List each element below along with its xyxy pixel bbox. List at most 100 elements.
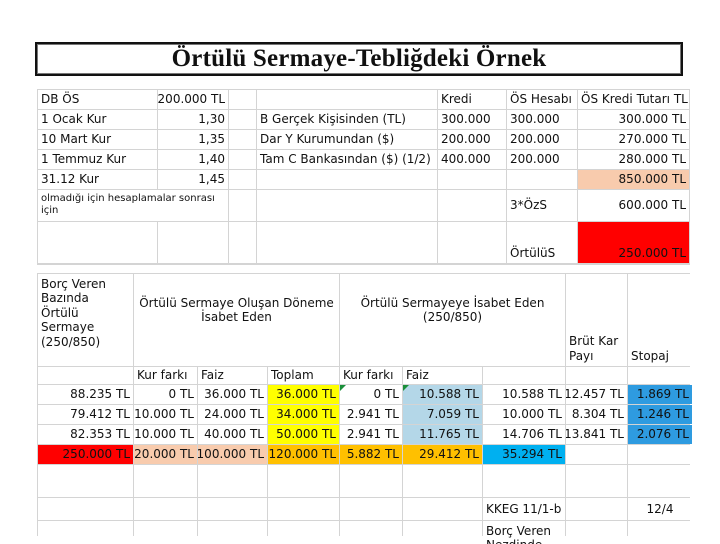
cell <box>403 498 482 520</box>
cell: 31.12 Kur <box>38 170 157 189</box>
cell: ÖS Kredi Tutarı TL <box>578 90 689 109</box>
table-cell: 10.588 TL <box>403 385 482 404</box>
cell <box>38 367 133 384</box>
cell <box>257 222 437 263</box>
cell <box>566 445 627 464</box>
table-cell: 11.765 TL <box>403 425 482 444</box>
slide-title: Örtülü Sermaye-Tebliğdeki Örnek <box>171 45 547 72</box>
cell <box>566 498 627 520</box>
table-cell: 24.000 TL <box>198 405 267 424</box>
cell: 300.000 <box>438 110 506 129</box>
table-cell: 14.706 TL <box>483 425 565 444</box>
cell <box>198 498 267 520</box>
cell <box>628 367 692 384</box>
cell: 10 Mart Kur <box>38 130 157 149</box>
cell <box>38 521 133 544</box>
table-cell: 34.000 TL <box>268 405 339 424</box>
cell <box>438 222 506 263</box>
cell <box>229 90 256 109</box>
cell <box>134 498 197 520</box>
subheader-toplam: Toplam <box>268 367 339 384</box>
borc-veren-nezdinde-label: Borç Veren Nezdinde <box>483 521 565 544</box>
total-cell: 5.882 TL <box>340 445 402 464</box>
cell <box>268 521 339 544</box>
cell <box>38 222 157 263</box>
cell: 280.000 TL <box>578 150 689 169</box>
cell <box>229 150 256 169</box>
cell: Dar Y Kurumundan ($) <box>257 130 437 149</box>
table-cell: 8.304 TL <box>566 405 627 424</box>
cell <box>628 521 692 544</box>
cell <box>229 130 256 149</box>
cell: 270.000 TL <box>578 130 689 149</box>
table-cell: 7.059 TL <box>403 405 482 424</box>
table-cell: 10.588 TL <box>483 385 565 404</box>
table-cell: 36.000 TL <box>198 385 267 404</box>
cell <box>438 170 506 189</box>
cell: 400.000 <box>438 150 506 169</box>
cell <box>257 170 437 189</box>
table-cell: 82.353 TL <box>38 425 133 444</box>
cell: 1,35 <box>158 130 228 149</box>
cell <box>257 190 437 221</box>
table-cell: 88.235 TL <box>38 385 133 404</box>
total-credit-cell: 850.000 TL <box>578 170 689 189</box>
header-brut-kar: Brüt Kar Payı <box>566 274 627 366</box>
cell: ÖrtülüS <box>507 222 577 263</box>
top-spreadsheet: DB ÖS 200.000 TL Kredi ÖS Hesabı ÖS Kred… <box>37 89 690 265</box>
header-isabet-eden: Örtülü Sermayeye İsabet Eden (250/850) <box>340 274 565 366</box>
cell <box>507 170 577 189</box>
cell: 3*ÖzS <box>507 190 577 221</box>
cell <box>483 367 565 384</box>
total-cell: 100.000 TL <box>198 445 267 464</box>
header-olusan-doneme: Örtülü Sermaye Oluşan Döneme İsabet Eden <box>134 274 339 366</box>
table-cell: 0 TL <box>340 385 402 404</box>
cell <box>229 190 256 221</box>
cell <box>134 465 197 497</box>
table-cell: 0 TL <box>134 385 197 404</box>
cell: 200.000 TL <box>158 90 228 109</box>
header-borc-veren: Borç Veren Bazında Örtülü Sermaye (250/8… <box>38 274 133 366</box>
cell: Kredi <box>438 90 506 109</box>
cell <box>268 498 339 520</box>
hidden-capital-cell: 250.000 TL <box>578 222 689 263</box>
subheader-faiz: Faiz <box>403 367 482 384</box>
bottom-spreadsheet: Borç Veren Bazında Örtülü Sermaye (250/8… <box>37 273 692 544</box>
table-cell: 10.000 TL <box>483 405 565 424</box>
cell: 1,40 <box>158 150 228 169</box>
cell <box>438 190 506 221</box>
cell <box>268 465 339 497</box>
subheader-faiz: Faiz <box>198 367 267 384</box>
cell <box>257 90 437 109</box>
page-ref: 12/4 <box>628 498 692 520</box>
cell <box>38 465 133 497</box>
cell <box>566 367 627 384</box>
table-cell: 79.412 TL <box>38 405 133 424</box>
cell: 300.000 TL <box>578 110 689 129</box>
table-cell: 10.000 TL <box>134 425 197 444</box>
cell <box>628 445 692 464</box>
cell <box>134 521 197 544</box>
cell <box>403 465 482 497</box>
table-cell: 50.000 TL <box>268 425 339 444</box>
table-cell: 2.941 TL <box>340 405 402 424</box>
cell: 300.000 <box>507 110 577 129</box>
total-cell: 35.294 TL <box>483 445 565 464</box>
cell <box>198 465 267 497</box>
cell: DB ÖS <box>38 90 157 109</box>
cell <box>566 521 627 544</box>
cell: 1,45 <box>158 170 228 189</box>
slide-title-box: Örtülü Sermaye-Tebliğdeki Örnek <box>35 42 683 76</box>
cell <box>38 498 133 520</box>
cell: 1 Temmuz Kur <box>38 150 157 169</box>
cell <box>566 465 627 497</box>
total-cell: 29.412 TL <box>403 445 482 464</box>
cell: B Gerçek Kişisinden (TL) <box>257 110 437 129</box>
cell <box>229 110 256 129</box>
subheader-kur-farki: Kur farkı <box>134 367 197 384</box>
table-cell: 1.246 TL <box>628 405 692 424</box>
table-cell: 12.457 TL <box>566 385 627 404</box>
cell: 200.000 <box>507 150 577 169</box>
total-cell: 250.000 TL <box>38 445 133 464</box>
table-cell: 13.841 TL <box>566 425 627 444</box>
